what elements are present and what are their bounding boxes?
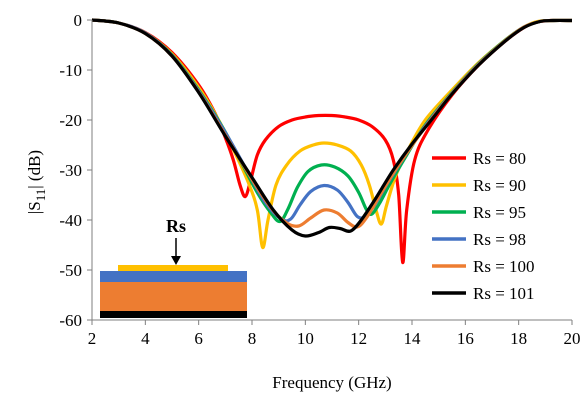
x-tick-label: 6 xyxy=(194,329,203,348)
series-line-rs-100 xyxy=(91,18,573,229)
y-tick-label: -60 xyxy=(59,311,82,330)
series-line-rs-101 xyxy=(91,18,573,238)
top-layer xyxy=(100,271,247,282)
x-tick-label: 20 xyxy=(564,329,581,348)
inset-rs-label: Rs xyxy=(166,216,186,236)
layer-structure-inset: Rs xyxy=(100,216,247,318)
series-layer xyxy=(91,18,573,265)
y-tick-label: 0 xyxy=(74,11,83,30)
tick-labels: 2 4 6 8 10 12 14 16 18 20 0 -10 -20 -30 -40 -50 -60 xyxy=(59,11,580,348)
legend-label-rs-80: Rs = 80 xyxy=(473,149,526,168)
legend-label-rs-100: Rs = 100 xyxy=(473,257,535,276)
y-tick-label: -50 xyxy=(59,261,82,280)
x-tick-label: 14 xyxy=(404,329,422,348)
legend-label-rs-98: Rs = 98 xyxy=(473,230,526,249)
x-tick-label: 4 xyxy=(141,329,150,348)
legend-label-rs-101: Rs = 101 xyxy=(473,284,535,303)
y-axis-title-sub: 11 xyxy=(33,189,48,202)
substrate-layer xyxy=(100,282,247,311)
inset-arrow-head xyxy=(171,256,181,265)
x-tick-label: 16 xyxy=(457,329,474,348)
y-axis-title-suffix: | (dB) xyxy=(25,150,44,189)
y-tick-label: -40 xyxy=(59,211,82,230)
x-tick-label: 2 xyxy=(88,329,97,348)
x-axis-title: Frequency (GHz) xyxy=(272,373,391,392)
x-tick-label: 12 xyxy=(350,329,367,348)
ground-layer xyxy=(100,311,247,318)
y-tick-label: -30 xyxy=(59,161,82,180)
legend-label-rs-90: Rs = 90 xyxy=(473,176,526,195)
x-tick-label: 8 xyxy=(248,329,257,348)
resistive-layer xyxy=(118,265,228,271)
y-tick-label: -20 xyxy=(59,111,82,130)
y-axis-title-prefix: |S xyxy=(25,201,44,214)
x-tick-label: 10 xyxy=(297,329,314,348)
y-tick-label: -10 xyxy=(59,61,82,80)
y-axis-title: |S11| (dB) xyxy=(25,150,48,214)
legend-label-rs-95: Rs = 95 xyxy=(473,203,526,222)
x-tick-label: 18 xyxy=(510,329,527,348)
axes-layer xyxy=(87,19,573,325)
legend: Rs = 80 Rs = 90 Rs = 95 Rs = 98 Rs = 100 Rs =… xyxy=(432,149,535,303)
